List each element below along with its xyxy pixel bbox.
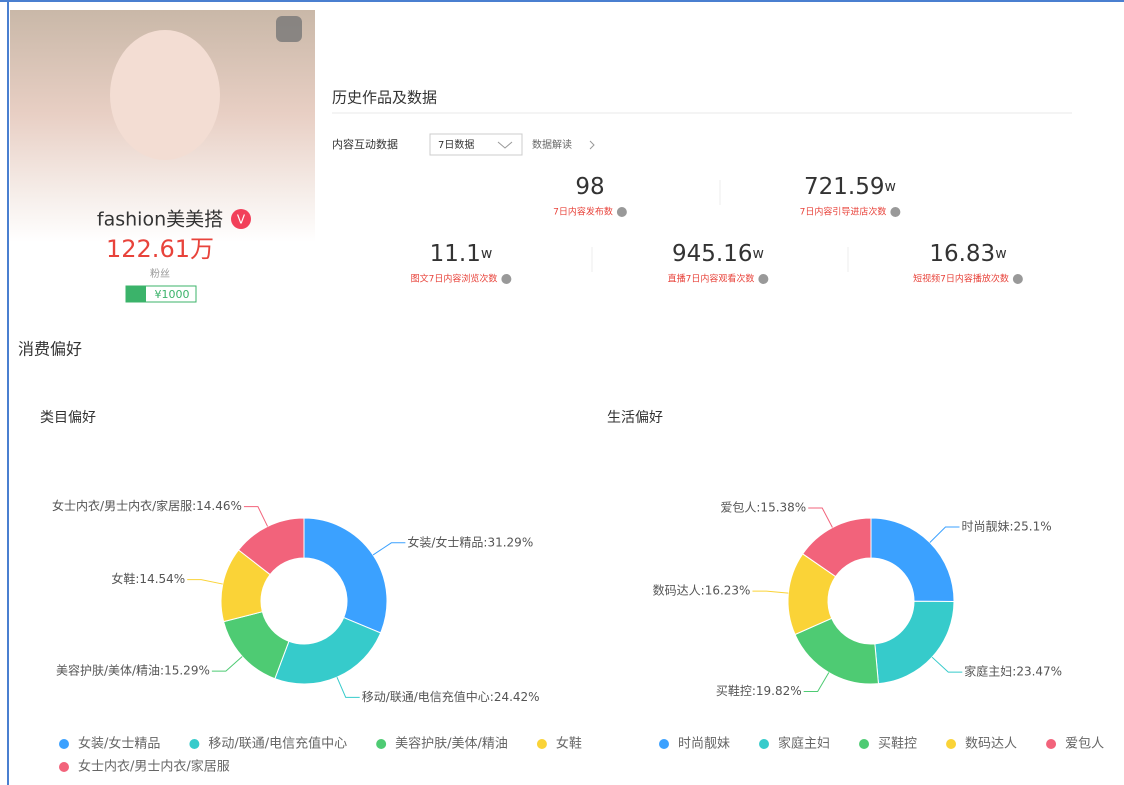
info-icon[interactable] <box>758 274 768 284</box>
profile-name: fashion美美搭 <box>97 209 223 231</box>
stat-unit: w <box>481 246 492 262</box>
legend-swatch <box>859 739 869 749</box>
fans-count: 122.61万 <box>106 235 214 263</box>
legend-label: 时尚靓妹 <box>678 737 730 752</box>
stat-value: 11.1w <box>430 241 493 267</box>
legend-label: 爱包人 <box>1065 737 1104 752</box>
legend-label: 家庭主妇 <box>778 736 830 752</box>
chart-title: 类目偏好 <box>40 410 96 426</box>
data-label: 女鞋:14.54% <box>111 571 185 586</box>
data-label: 爱包人:15.38% <box>720 501 806 515</box>
stat-number: 945.16 <box>672 241 752 267</box>
leader-line <box>808 508 832 527</box>
leader-line <box>187 580 223 584</box>
stat-value: 16.83w <box>929 241 1006 267</box>
stat-label: 图文7日内容浏览次数 <box>411 273 498 285</box>
stat-number: 11.1 <box>430 241 481 267</box>
data-label: 家庭主妇:23.47% <box>964 664 1062 679</box>
legend-swatch <box>189 739 199 749</box>
fans-label: 粉丝 <box>150 267 170 280</box>
pie-slice <box>875 601 954 683</box>
stat-value: 945.16w <box>672 241 764 267</box>
dropdown-value[interactable]: 7日数据 <box>438 138 474 151</box>
info-icon[interactable] <box>617 207 627 217</box>
legend-swatch <box>59 739 69 749</box>
legend-swatch <box>376 739 386 749</box>
data-label: 时尚靓妹:25.1% <box>961 519 1051 533</box>
pie-slice <box>224 612 289 679</box>
qr-button[interactable] <box>276 16 302 42</box>
pie-slice <box>275 618 381 684</box>
stat-unit: w <box>885 179 896 195</box>
legend-label: 美容护肤/美体/精油 <box>395 736 508 752</box>
info-icon[interactable] <box>1013 274 1023 284</box>
filter-label: 内容互动数据 <box>332 137 398 151</box>
data-label: 买鞋控:19.82% <box>716 683 802 698</box>
leader-line <box>804 672 829 691</box>
stat-label: 短视频7日内容播放次数 <box>913 273 1009 285</box>
stat-label: 7日内容引导进店次数 <box>800 206 887 218</box>
legend-label: 女士内衣/男士内衣/家居服 <box>78 759 230 775</box>
data-label: 移动/联通/电信充值中心:24.42% <box>362 689 540 704</box>
leader-line <box>932 657 962 672</box>
price: ¥1000 <box>155 288 190 301</box>
legend-swatch <box>759 739 769 749</box>
legend-swatch <box>1046 739 1056 749</box>
leader-line <box>212 656 242 671</box>
leader-line <box>752 591 788 593</box>
stat-unit: w <box>753 246 764 262</box>
data-label: 数码达人:16.23% <box>653 583 751 598</box>
leader-line <box>373 543 405 555</box>
stat-value: 98 <box>575 174 604 200</box>
price-icon <box>126 286 146 302</box>
stat-number: 721.59 <box>804 174 884 200</box>
data-label: 美容护肤/美体/精油:15.29% <box>56 663 210 678</box>
explain-link[interactable]: 数据解读 <box>532 138 572 151</box>
legend-swatch <box>659 739 669 749</box>
legend-swatch <box>59 762 69 772</box>
history-title: 历史作品及数据 <box>332 89 437 107</box>
stat-value: 721.59w <box>804 174 896 200</box>
data-label: 女装/女士精品:31.29% <box>407 534 533 549</box>
legend-label: 女装/女士精品 <box>78 736 160 752</box>
info-icon[interactable] <box>501 274 511 284</box>
chart-title: 生活偏好 <box>607 410 663 426</box>
section-title: 消费偏好 <box>18 340 82 359</box>
avatar-face <box>110 30 220 160</box>
stat-label: 7日内容发布数 <box>553 206 613 218</box>
legend-label: 移动/联通/电信充值中心 <box>208 736 347 752</box>
legend-label: 数码达人 <box>965 737 1017 752</box>
leader-line <box>930 527 960 543</box>
legend-label: 买鞋控 <box>878 736 917 752</box>
legend-swatch <box>946 739 956 749</box>
info-icon[interactable] <box>890 207 900 217</box>
leader-line <box>244 507 268 527</box>
legend-label: 女鞋 <box>556 736 582 752</box>
pie-slice <box>304 518 387 633</box>
stat-number: 16.83 <box>929 241 995 267</box>
explain-arrow <box>590 141 594 149</box>
stat-number: 98 <box>575 174 604 200</box>
legend-swatch <box>537 739 547 749</box>
stat-unit: w <box>995 246 1006 262</box>
data-label: 女士内衣/男士内衣/家居服:14.46% <box>52 498 242 513</box>
leader-line <box>337 677 360 697</box>
page: fashion美美搭 V 122.61万 粉丝 ¥1000 历史作品及数据 内容… <box>0 0 1124 785</box>
verified-mark: V <box>237 213 246 227</box>
stat-label: 直播7日内容观看次数 <box>668 273 755 285</box>
